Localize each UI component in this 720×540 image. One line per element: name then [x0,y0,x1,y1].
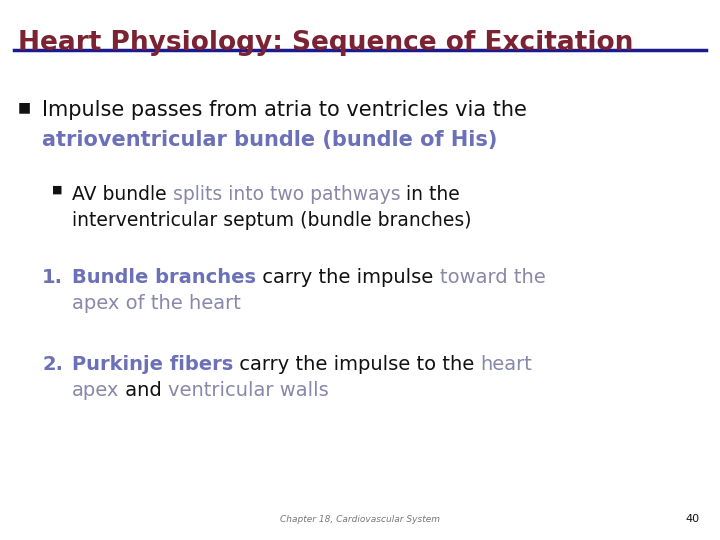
Text: and: and [120,381,168,400]
Text: splits into two pathways: splits into two pathways [173,185,400,204]
Text: 2.: 2. [42,355,63,374]
Text: ■: ■ [52,185,63,195]
Text: Bundle branches: Bundle branches [72,268,256,287]
Text: carry the impulse: carry the impulse [256,268,439,287]
Text: carry the impulse to the: carry the impulse to the [233,355,481,374]
Text: in the: in the [400,185,460,204]
Text: apex of the heart: apex of the heart [72,294,241,313]
Text: Purkinje fibers: Purkinje fibers [72,355,233,374]
Text: Heart Physiology: Sequence of Excitation: Heart Physiology: Sequence of Excitation [18,30,634,56]
Text: toward the: toward the [439,268,545,287]
Text: ■: ■ [18,100,31,114]
Text: 1.: 1. [42,268,63,287]
Text: Chapter 18, Cardiovascular System: Chapter 18, Cardiovascular System [280,515,440,524]
Text: interventricular septum (bundle branches): interventricular septum (bundle branches… [72,211,472,230]
Text: Impulse passes from atria to ventricles via the: Impulse passes from atria to ventricles … [42,100,527,120]
Text: ventricular walls: ventricular walls [168,381,329,400]
Text: atrioventricular bundle (bundle of His): atrioventricular bundle (bundle of His) [42,130,498,150]
Text: 40: 40 [686,514,700,524]
Text: AV bundle: AV bundle [72,185,173,204]
Text: apex: apex [72,381,120,400]
Text: heart: heart [481,355,533,374]
